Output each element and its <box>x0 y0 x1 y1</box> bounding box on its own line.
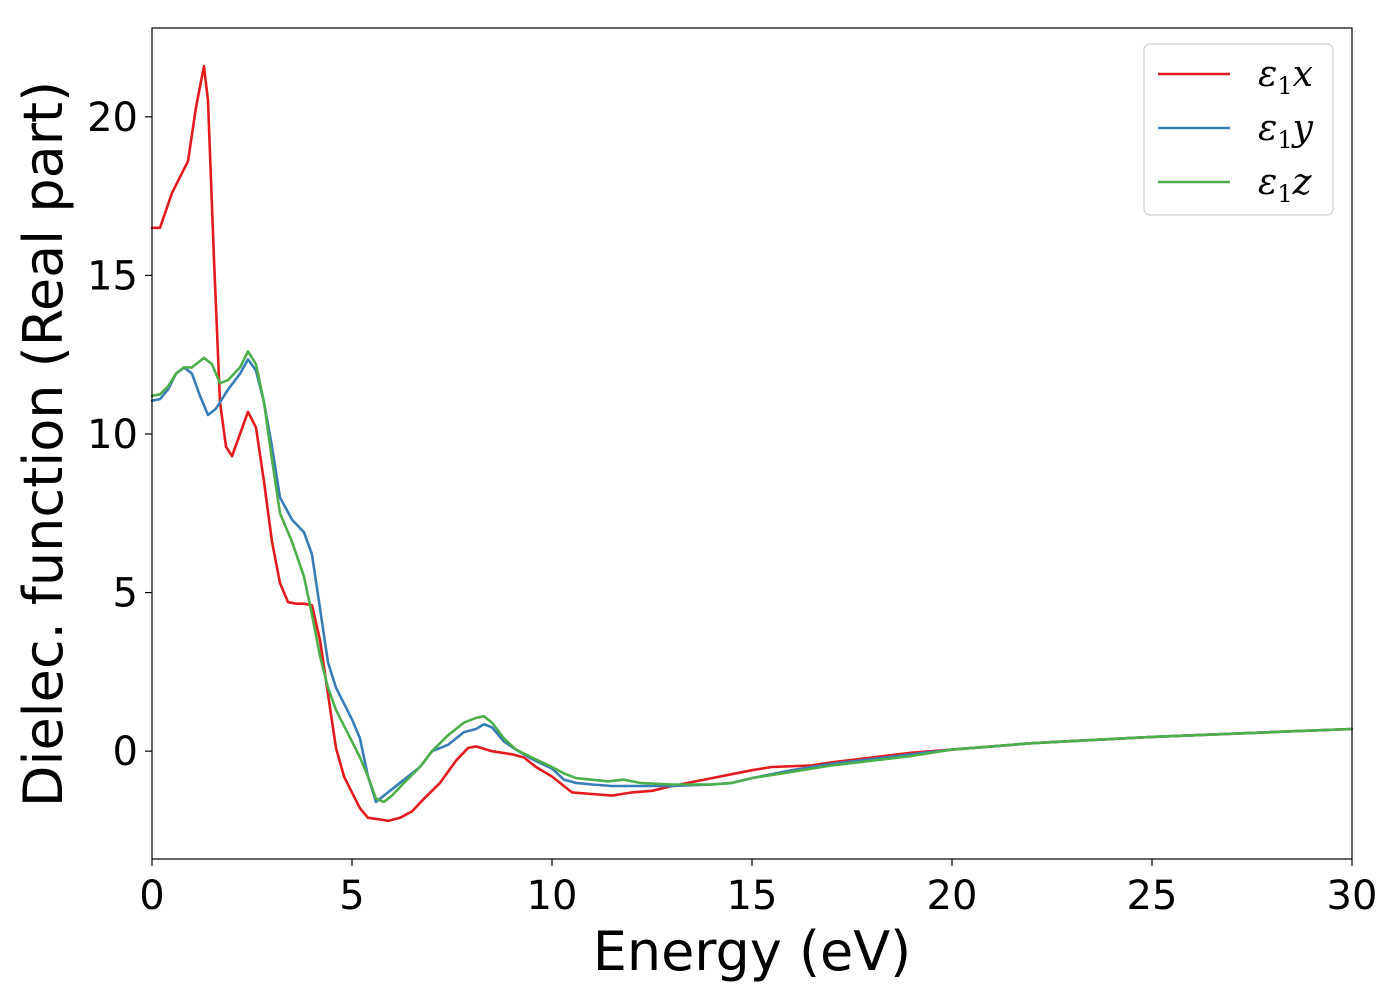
legend-label-y: ε1y <box>1258 108 1314 154</box>
x-tick-label: 25 <box>1127 873 1178 919</box>
legend-items: ε1x ε1y ε1z <box>1158 54 1314 208</box>
y-tick-label: 0 <box>113 729 138 775</box>
y-tick-label: 5 <box>113 571 138 617</box>
y-tick-label: 15 <box>87 253 138 299</box>
series-layer <box>150 64 1354 823</box>
series-line-z <box>150 350 1354 804</box>
legend-label-x: ε1x <box>1258 54 1313 100</box>
x-tick-label: 15 <box>727 873 778 919</box>
x-tick-label: 30 <box>1327 873 1378 919</box>
y-tick-label: 20 <box>87 95 138 141</box>
x-axis-title: Energy (eV) <box>593 920 912 983</box>
y-axis-title: Dielec. function (Real part) <box>12 81 75 807</box>
legend-label-z: ε1z <box>1258 162 1313 208</box>
series-line-x <box>150 64 1354 823</box>
x-tick-label: 5 <box>339 873 364 919</box>
x-tick-label: 20 <box>927 873 978 919</box>
x-tick-label: 0 <box>139 873 164 919</box>
legend: ε1x ε1y ε1z <box>1143 43 1334 216</box>
legend-box <box>1143 43 1334 216</box>
y-axis: 0 5 10 15 20 <box>87 95 152 775</box>
y-tick-label: 10 <box>87 412 138 458</box>
x-axis: 0 5 10 15 20 25 30 <box>139 859 1377 919</box>
x-tick-label: 10 <box>527 873 578 919</box>
